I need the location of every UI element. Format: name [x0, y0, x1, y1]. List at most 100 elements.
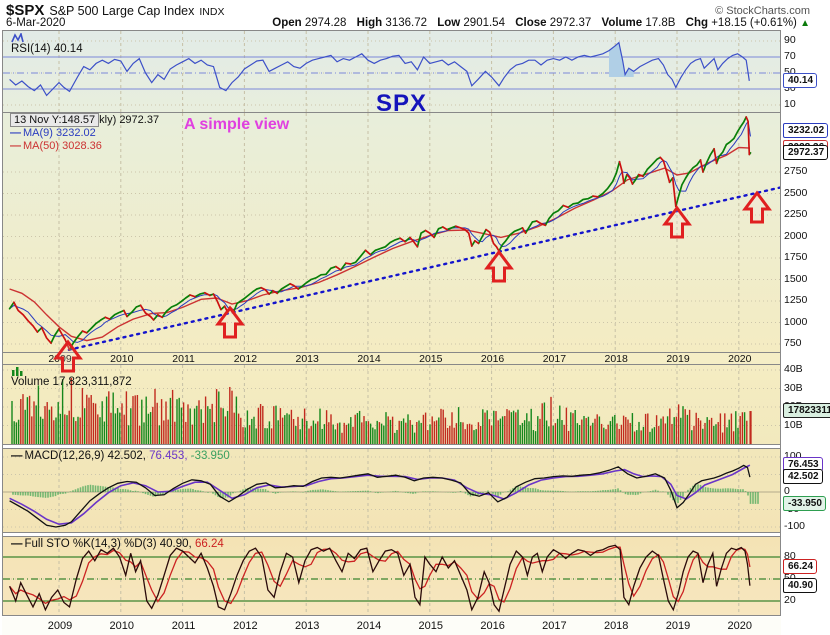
year-label: 2015	[418, 620, 444, 632]
price-axis-tick-label: 1000	[784, 315, 808, 328]
price-axis-tick-label: 750	[784, 337, 802, 349]
copyright-label: © StockCharts.com	[715, 5, 810, 17]
stochastics-panel	[2, 536, 781, 616]
macd-value-badge: -33.950	[783, 495, 826, 511]
price-value-badge: 3232.02	[783, 122, 829, 138]
ma9-legend: — MA(9) 3232.02	[10, 127, 96, 139]
rsi-axis-tick-label: 70	[784, 50, 796, 62]
rsi-value-badge: 40.14	[783, 72, 818, 88]
price-plot	[3, 113, 780, 352]
high-label: High	[356, 17, 383, 29]
volume-bars-icon	[12, 367, 23, 376]
rsi-axis-tick-label: 10	[784, 98, 796, 110]
year-label: 2009	[47, 620, 73, 632]
rsi-panel	[2, 30, 781, 112]
sto-d-value: 66.24	[194, 538, 224, 550]
sto-axis-tick-label: 20	[784, 593, 796, 606]
ticker-symbol: $SPX	[6, 2, 45, 19]
volume-value-badge: 17823311872	[783, 403, 830, 419]
chart-header-title-row: $SPX S&P 500 Large Cap Index INDX © StockC…	[6, 2, 824, 19]
open-value: 2974.28	[304, 17, 347, 29]
year-label: 2017	[542, 620, 567, 632]
panel-separator	[2, 532, 781, 536]
panel-separator	[2, 444, 781, 448]
year-label: 2018	[603, 620, 629, 632]
volume-label: Volume	[601, 17, 643, 29]
year-label: 2013	[294, 620, 320, 632]
sto-axis-tick-label: 80	[784, 550, 796, 562]
price-panel[interactable]	[2, 112, 781, 352]
high-value: 3136.72	[385, 17, 427, 29]
rsi-axis-tick-label: 90	[784, 34, 796, 46]
rsi-axis-tick-label: 30	[784, 82, 796, 94]
exchange-label: INDX	[199, 6, 225, 18]
year-label: 2009	[48, 353, 72, 365]
sto-line-marker: —	[11, 538, 23, 550]
price-x-axis: 2009 2010 2011 2012 2013 2014 2015 2016 2017 2018…	[2, 352, 781, 365]
year-label: 2019	[666, 353, 690, 365]
price-title-row: 13 Nov Y:148.57 kly) 2972.37	[10, 113, 159, 127]
price-axis-tick-label: 1250	[784, 294, 808, 306]
year-label: 2016	[480, 353, 505, 365]
sto-plot	[3, 537, 780, 615]
price-value-badge: 2972.37	[783, 144, 829, 160]
close-value: 2972.37	[549, 17, 592, 29]
volume-indicator-label: Volume 17,823,311,872	[11, 366, 132, 388]
macd-axis-tick-label: 0	[784, 485, 790, 497]
price-axis-tick-label: 2750	[784, 165, 808, 177]
year-label: 2020	[727, 620, 753, 632]
year-label: 2017	[542, 353, 567, 365]
sto-value-badge: 66.24	[783, 559, 818, 575]
chg-value: +18.15 (+0.61%)	[711, 17, 797, 29]
macd-axis-tick-label: 100	[784, 450, 802, 462]
year-label: 2019	[665, 620, 691, 632]
rsi-axis-tick-label: 50	[784, 67, 796, 78]
price-axis-tick-label: 2000	[784, 229, 808, 242]
price-axis-tick-label: 2500	[784, 186, 808, 199]
volume-panel	[2, 364, 781, 444]
year-label: 2013	[295, 353, 319, 365]
year-label: 2015	[419, 353, 443, 365]
open-label: Open	[272, 17, 302, 29]
macd-plot	[3, 449, 780, 532]
price-title-remainder: kly) 2972.37	[99, 114, 160, 126]
year-label: 2020	[728, 353, 752, 365]
price-axis-tick-label: 1500	[784, 272, 808, 285]
year-label: 2011	[172, 353, 195, 365]
year-label: 2011	[171, 620, 196, 632]
quote-strip: Open 2974.28 High 3136.72 Low 2901.54 Cl…	[265, 17, 810, 29]
ma50-line-marker: —	[10, 140, 21, 152]
year-label: 2014	[357, 353, 381, 365]
low-value: 2901.54	[463, 17, 505, 29]
crosshair-tooltip: 13 Nov Y:148.57	[10, 113, 100, 127]
volume-axis-tick-label: 30B	[784, 381, 803, 394]
sto-value-badge: 40.90	[783, 577, 818, 593]
rsi-line-icon	[11, 33, 24, 43]
macd-indicator-label: — MACD(12,26,9) 42.502, 76.453, -33.950	[11, 450, 230, 462]
rsi-indicator-label: RSI(14) 40.14	[11, 33, 83, 55]
chg-up-arrow-icon: ▲	[800, 18, 810, 29]
stochastics-indicator-label: — Full STO %K(14,3) %D(3) 40.90, 66.24	[11, 538, 224, 550]
ma9-line-marker: —	[10, 127, 21, 139]
low-label: Low	[437, 17, 461, 29]
year-label: 2018	[604, 353, 628, 365]
index-name: S&P 500 Large Cap Index	[49, 4, 195, 18]
year-label: 2012	[233, 353, 258, 365]
year-label: 2016	[480, 620, 505, 632]
macd-signal-value: 76.453,	[149, 450, 188, 462]
simple-view-annotation: A simple view	[184, 116, 290, 133]
chg-label: Chg	[685, 17, 709, 29]
year-label: 2010	[110, 353, 134, 365]
ma50-legend: — MA(50) 3028.36	[10, 140, 102, 152]
price-axis-tick-label: 2250	[784, 208, 808, 220]
price-axis-tick-label: 1750	[784, 251, 808, 263]
macd-line-marker: —	[11, 450, 23, 462]
close-label: Close	[515, 17, 547, 29]
spx-watermark: SPX	[376, 90, 428, 117]
volume-axis-tick-label: 10B	[784, 418, 803, 431]
macd-axis-tick-label: -100	[784, 520, 806, 532]
chart-header-quote-row: 6-Mar-2020 Open 2974.28 High 3136.72 Low…	[6, 17, 824, 30]
year-label: 2012	[233, 620, 258, 632]
macd-panel	[2, 448, 781, 532]
